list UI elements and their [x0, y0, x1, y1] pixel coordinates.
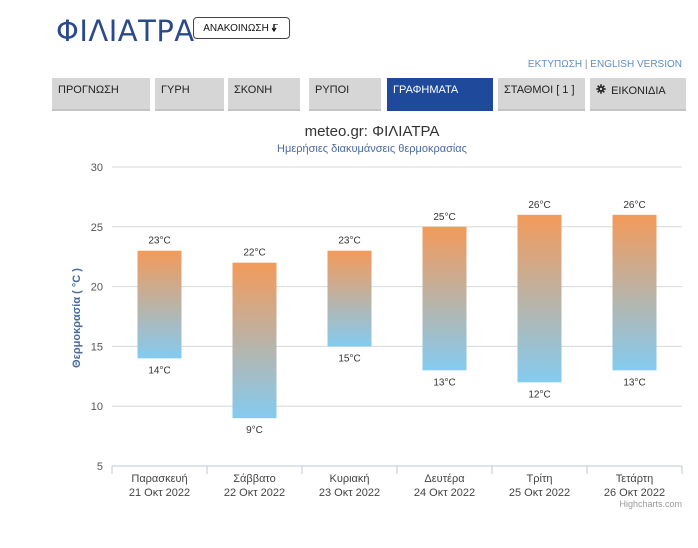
tab-pollen[interactable]: ΓΥΡΗ	[155, 78, 224, 111]
temperature-range-bar[interactable]	[137, 250, 182, 359]
tab-pollutants[interactable]: ΡΥΠΟΙ	[309, 78, 381, 111]
tab-icons[interactable]: ΕΙΚΟΝΙΔΙΑ	[590, 78, 686, 111]
y-tick-label: 5	[97, 461, 103, 473]
x-tick-day-label: Τετάρτη	[616, 473, 654, 485]
x-tick-date-label: 23 Οκτ 2022	[319, 487, 380, 499]
temperature-range-bar[interactable]	[232, 262, 277, 419]
temperature-chart-container: meteo.gr: ΦΙΛΙΑΤΡΑ Ημερήσιες διακυμάνσει…	[0, 115, 698, 543]
min-temp-label: 13°C	[433, 377, 455, 388]
temperature-chart: meteo.gr: ΦΙΛΙΑΤΡΑ Ημερήσιες διακυμάνσει…	[71, 123, 683, 509]
max-temp-label: 22°C	[243, 248, 265, 259]
y-tick-label: 20	[91, 282, 103, 294]
temperature-range-bar[interactable]	[422, 226, 467, 371]
tab-dust[interactable]: ΣΚΟΝΗ	[228, 78, 300, 111]
tab-label: ΡΥΠΟΙ	[315, 84, 350, 96]
tab-label: ΣΤΑΘΜΟΙ [ 1 ]	[504, 84, 575, 96]
announcement-button[interactable]: ΑΝΑΚΟΙΝΩΣΗ	[193, 17, 290, 39]
min-temp-label: 13°C	[623, 377, 645, 388]
chart-data-labels: 23°C 14°C 22°C 9°C 23°C 15°C 25°C 13°C 26°C 12°C 2…	[148, 200, 645, 436]
tab-label: ΓΥΡΗ	[161, 84, 190, 96]
chart-grid: 5 10 15 20 25 30	[91, 162, 682, 473]
tab-label: ΕΙΚΟΝΙΔΙΑ	[611, 85, 666, 97]
max-temp-label: 25°C	[433, 212, 455, 223]
y-tick-label: 30	[91, 162, 103, 174]
chart-credits[interactable]: Highcharts.com	[619, 499, 682, 509]
x-tick-day-label: Κυριακή	[329, 473, 369, 485]
max-temp-label: 26°C	[528, 200, 550, 211]
min-temp-label: 15°C	[338, 353, 360, 364]
max-temp-label: 26°C	[623, 200, 645, 211]
temperature-range-bar[interactable]	[517, 214, 562, 383]
gear-icon	[596, 84, 606, 94]
tab-label: ΣΚΟΝΗ	[234, 84, 273, 96]
english-version-link[interactable]: ENGLISH VERSION	[590, 59, 682, 70]
page-title: ΦΙΛΙΑΤΡΑ	[56, 14, 195, 48]
x-tick-date-label: 21 Οκτ 2022	[129, 487, 190, 499]
top-links: ΕΚΤΥΠΩΣΗ | ENGLISH VERSION	[528, 59, 682, 70]
min-temp-label: 9°C	[246, 425, 263, 436]
y-tick-label: 15	[91, 341, 103, 353]
chart-subtitle: Ημερήσιες διακυμάνσεις θερμοκρασίας	[277, 143, 467, 155]
temperature-range-bar[interactable]	[612, 214, 657, 371]
tab-forecast[interactable]: ΠΡΟΓΝΩΣΗ	[52, 78, 150, 111]
x-tick-date-label: 26 Οκτ 2022	[604, 487, 665, 499]
temperature-range-bar[interactable]	[327, 250, 372, 347]
chart-title: meteo.gr: ΦΙΛΙΑΤΡΑ	[305, 123, 440, 140]
tab-label: ΠΡΟΓΝΩΣΗ	[58, 84, 119, 96]
y-axis-label: Θερμοκρασία ( °C )	[71, 268, 83, 368]
arrow-down-icon	[271, 23, 278, 32]
min-temp-label: 14°C	[148, 365, 170, 376]
link-separator: |	[584, 59, 588, 70]
x-tick-date-label: 25 Οκτ 2022	[509, 487, 570, 499]
x-tick-date-label: 24 Οκτ 2022	[414, 487, 475, 499]
max-temp-label: 23°C	[338, 236, 360, 247]
tab-label: ΓΡΑΦΗΜΑΤΑ	[393, 84, 459, 96]
print-link[interactable]: ΕΚΤΥΠΩΣΗ	[527, 59, 583, 70]
y-tick-label: 25	[91, 222, 103, 234]
tab-stations[interactable]: ΣΤΑΘΜΟΙ [ 1 ]	[498, 78, 585, 111]
x-tick-day-label: Δευτέρα	[424, 473, 465, 485]
max-temp-label: 23°C	[148, 236, 170, 247]
x-tick-day-label: Παρασκευή	[131, 473, 187, 485]
chart-x-axis: Παρασκευή 21 Οκτ 2022 Σάββατο 22 Οκτ 2022 Κυ…	[111, 465, 683, 499]
tab-charts[interactable]: ΓΡΑΦΗΜΑΤΑ	[387, 78, 493, 111]
announcement-label: ΑΝΑΚΟΙΝΩΣΗ	[203, 22, 269, 34]
min-temp-label: 12°C	[528, 389, 550, 400]
x-tick-date-label: 22 Οκτ 2022	[224, 487, 285, 499]
y-tick-label: 10	[91, 401, 103, 413]
chart-bars	[137, 214, 657, 419]
x-tick-day-label: Σάββατο	[233, 473, 275, 485]
x-tick-day-label: Τρίτη	[527, 473, 553, 485]
main-tabs: ΠΡΟΓΝΩΣΗ ΓΥΡΗ ΣΚΟΝΗ ΡΥΠΟΙ ΓΡΑΦΗΜΑΤΑ ΣΤΑΘ…	[52, 78, 686, 111]
